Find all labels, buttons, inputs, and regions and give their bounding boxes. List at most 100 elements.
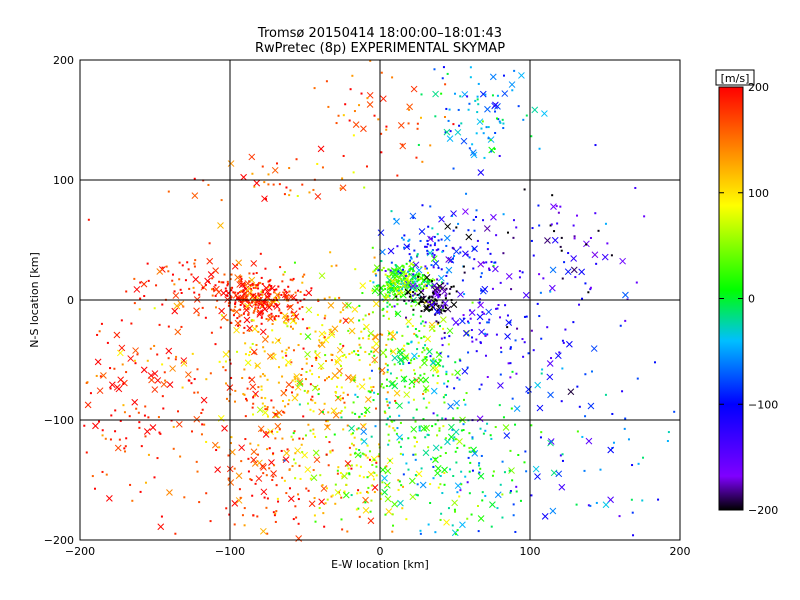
scatter-dot-marker — [511, 397, 514, 400]
scatter-dot-marker — [301, 451, 304, 454]
scatter-dot-marker — [393, 290, 396, 293]
scatter-dot-marker — [362, 318, 365, 321]
scatter-dot-marker — [594, 212, 597, 215]
cross-stroke — [200, 396, 208, 404]
scatter-dot-marker — [396, 303, 399, 306]
scatter-dot-marker — [228, 513, 231, 516]
scatter-cross-marker — [372, 300, 380, 308]
scatter-dot-marker — [339, 374, 342, 377]
scatter-dot-marker — [370, 386, 373, 389]
scatter-dot-marker — [301, 318, 304, 321]
scatter-dot-marker — [262, 312, 265, 315]
scatter-dot-marker — [418, 302, 421, 305]
scatter-dot-marker — [334, 391, 337, 394]
scatter-dot-marker — [411, 325, 414, 328]
cross-stroke — [447, 402, 454, 410]
scatter-dot-marker — [317, 388, 320, 391]
scatter-dot-marker — [385, 355, 388, 358]
scatter-dot-marker — [239, 496, 242, 499]
scatter-cross-marker — [318, 272, 326, 280]
scatter-dot-marker — [420, 276, 423, 279]
scatter-dot-marker — [187, 379, 190, 382]
scatter-cross-marker — [422, 449, 430, 457]
scatter-dot-marker — [316, 162, 319, 165]
cross-stroke — [384, 467, 392, 475]
scatter-dot-marker — [191, 430, 194, 433]
scatter-cross-marker — [149, 424, 157, 431]
cross-stroke — [193, 296, 201, 303]
scatter-dot-marker — [385, 343, 388, 346]
cross-stroke — [255, 475, 263, 482]
scatter-dot-marker — [270, 315, 273, 318]
scatter-dot-marker — [286, 325, 289, 328]
scatter-dot-marker — [513, 69, 516, 72]
scatter-dot-marker — [196, 391, 199, 394]
cross-stroke — [391, 274, 399, 282]
scatter-dot-marker — [330, 265, 333, 268]
scatter-dot-marker — [385, 378, 388, 381]
scatter-dot-marker — [265, 295, 268, 298]
cross-stroke — [222, 351, 230, 358]
scatter-dot-marker — [486, 375, 489, 378]
scatter-cross-marker — [381, 488, 388, 496]
scatter-dot-marker — [416, 274, 419, 277]
cross-stroke — [391, 382, 399, 390]
scatter-cross-marker — [257, 425, 265, 433]
scatter-dot-marker — [471, 436, 474, 439]
scatter-dot-marker — [299, 299, 302, 302]
scatter-dot-marker — [387, 433, 390, 436]
scatter-dot-marker — [458, 495, 461, 498]
cross-stroke — [411, 352, 418, 360]
cross-stroke — [317, 362, 325, 370]
scatter-dot-marker — [146, 359, 149, 362]
scatter-dot-marker — [393, 419, 396, 422]
scatter-dot-marker — [440, 281, 443, 284]
scatter-dot-marker — [402, 266, 405, 269]
scatter-dot-marker — [288, 167, 291, 170]
scatter-cross-marker — [459, 521, 466, 529]
scatter-dot-marker — [390, 210, 393, 213]
scatter-cross-marker — [304, 466, 312, 473]
scatter-dot-marker — [395, 331, 398, 334]
scatter-cross-marker — [570, 255, 578, 262]
scatter-dot-marker — [350, 494, 353, 497]
axis-ticks — [79, 59, 681, 541]
scatter-dot-marker — [156, 457, 159, 460]
scatter-dot-marker — [297, 344, 300, 347]
chart-subtitle: RwPretec (8p) EXPERIMENTAL SKYMAP — [255, 41, 505, 56]
scatter-cross-marker — [384, 467, 392, 475]
scatter-dot-marker — [576, 214, 579, 217]
scatter-dot-marker — [340, 416, 343, 419]
scatter-dot-marker — [251, 494, 254, 497]
scatter-dot-marker — [256, 284, 259, 287]
scatter-dot-marker — [449, 130, 452, 133]
scatter-dot-marker — [215, 449, 218, 452]
scatter-dot-marker — [386, 368, 389, 371]
scatter-cross-marker — [384, 495, 392, 503]
cross-stroke — [327, 301, 335, 309]
cross-stroke — [444, 223, 452, 230]
cross-stroke — [282, 316, 290, 323]
scatter-dot-marker — [351, 432, 354, 435]
scatter-cross-marker — [422, 376, 430, 384]
cross-stroke — [233, 308, 241, 316]
cross-stroke — [256, 459, 263, 467]
scatter-dot-marker — [275, 288, 278, 291]
scatter-dot-marker — [479, 275, 482, 278]
cross-stroke — [151, 386, 159, 393]
scatter-dot-marker — [367, 337, 370, 340]
scatter-dot-marker — [360, 413, 363, 416]
scatter-cross-marker — [115, 385, 123, 393]
scatter-dot-marker — [414, 474, 417, 477]
scatter-dot-marker — [244, 415, 247, 418]
scatter-dot-marker — [400, 437, 403, 440]
scatter-dot-marker — [380, 132, 383, 135]
scatter-dot-marker — [463, 271, 466, 274]
cross-stroke — [451, 499, 459, 507]
scatter-dot-marker — [451, 524, 454, 527]
cross-stroke — [419, 481, 427, 489]
cross-stroke — [180, 357, 188, 364]
scatter-cross-marker — [106, 495, 113, 502]
scatter-dot-marker — [432, 465, 435, 468]
scatter-dot-marker — [260, 290, 263, 293]
